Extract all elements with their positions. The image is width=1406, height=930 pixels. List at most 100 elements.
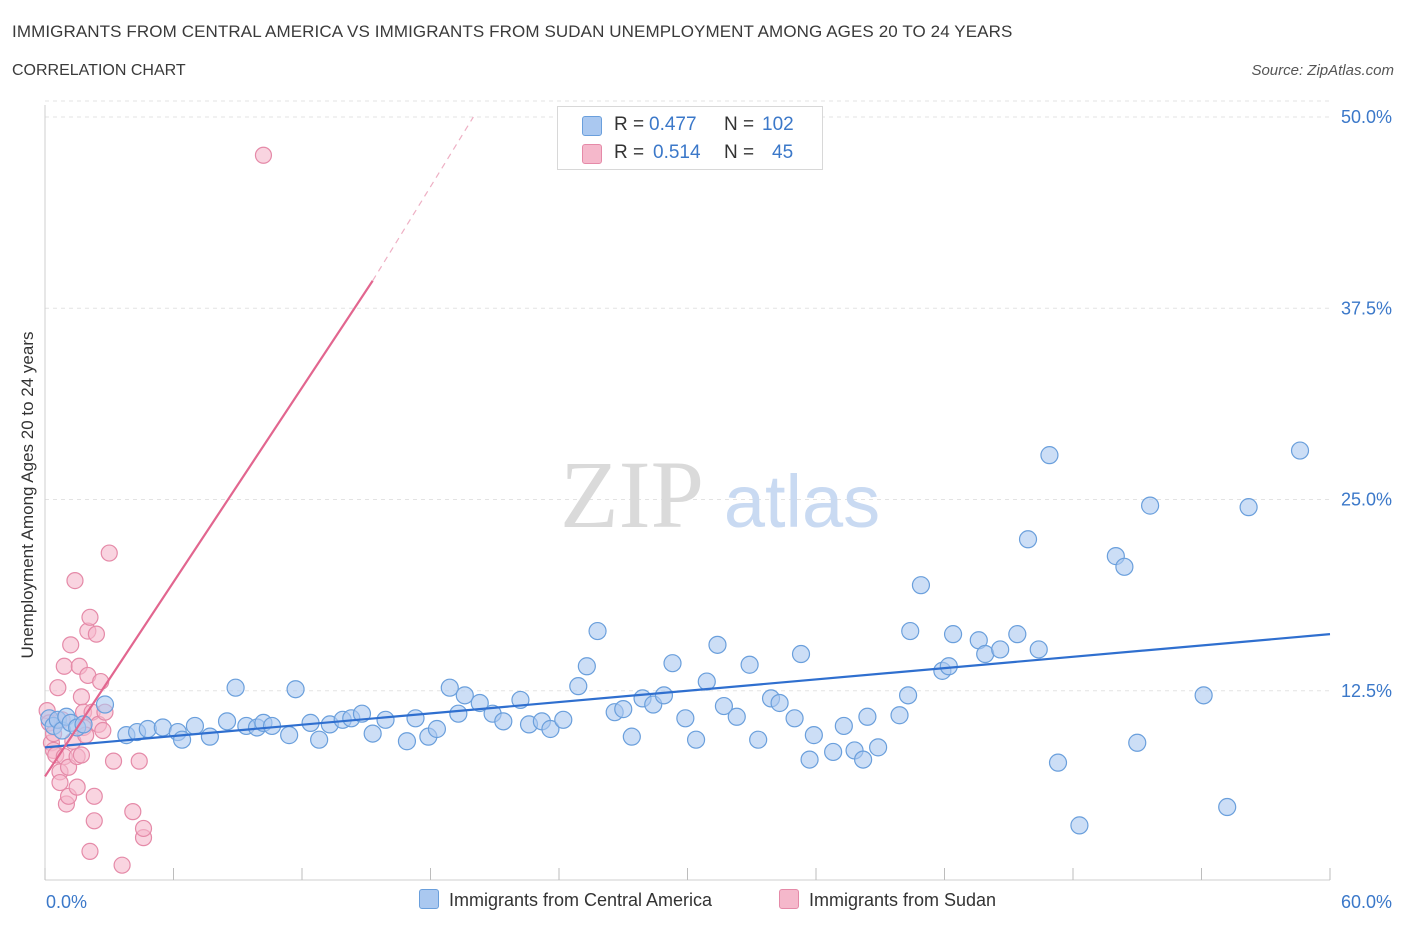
legend-n-label: N = [724, 114, 755, 135]
central-america-point [138, 719, 157, 739]
central-america-point [898, 686, 918, 705]
sudan-point [62, 636, 80, 654]
y-tick-label: 50.0% [1341, 107, 1392, 127]
central-america-point [1290, 441, 1310, 460]
central-america-point [577, 657, 596, 676]
legend-n-value: 45 [772, 142, 794, 163]
central-america-point [1194, 686, 1213, 705]
central-america-point [686, 730, 706, 749]
central-america-point [1115, 557, 1134, 576]
y-axis-label: Unemployment Among Ages 20 to 24 years [18, 331, 37, 659]
central-america-point [200, 727, 220, 746]
watermark-atlas: atlas [724, 460, 880, 543]
y-tick-labels: 12.5% 25.0% 37.5% 50.0% [1341, 107, 1392, 701]
central-america-point [470, 693, 489, 713]
central-america-point [854, 750, 873, 769]
central-america-point [901, 621, 920, 641]
central-america-point [74, 715, 93, 734]
x-tick-label-min: 0.0% [46, 892, 88, 912]
central-america-point [676, 709, 695, 728]
central-america-point [714, 696, 734, 716]
central-america-point [352, 704, 372, 723]
sudan-point [72, 746, 91, 764]
central-america-point [217, 712, 237, 731]
bottom-legend-label-blue: Immigrants from Central America [449, 890, 713, 910]
legend-r-label: R = [614, 142, 645, 163]
watermark: ZIP atlas [560, 441, 880, 548]
sudan-point [85, 812, 103, 830]
sudan-point [113, 856, 131, 874]
legend-n-value: 102 [762, 114, 794, 135]
central-america-point [569, 677, 588, 696]
central-america-point [727, 707, 746, 726]
central-america-point [280, 726, 299, 745]
bottom-legend-central-america: Immigrants from Central America [419, 889, 712, 911]
y-tick-label: 37.5% [1341, 298, 1392, 318]
central-america-point [976, 644, 995, 664]
central-america-point [622, 727, 641, 746]
central-america-point [654, 686, 674, 705]
central-america-point [397, 732, 417, 751]
chart-title: IMMIGRANTS FROM CENTRAL AMERICA VS IMMIG… [12, 22, 1013, 41]
central-america-point [1029, 640, 1048, 659]
legend-r-value: 0.514 [653, 142, 701, 163]
central-america-point [1140, 496, 1160, 515]
sudan-point [254, 146, 273, 164]
central-america-point [749, 730, 768, 749]
central-america-point [614, 700, 633, 719]
central-america-point [834, 716, 853, 736]
bottom-legend-label-pink: Immigrants from Sudan [809, 890, 997, 910]
central-america-point [185, 716, 205, 736]
central-america-point [494, 712, 513, 731]
sudan-point [66, 571, 84, 590]
sudan-point [100, 544, 118, 562]
legend-r-value: 0.477 [649, 114, 697, 135]
trend-line-central-america [44, 633, 1331, 749]
trend-line-sudan [44, 280, 374, 778]
central-america-point [310, 730, 329, 749]
sudan-point [81, 608, 99, 626]
sudan-point [124, 803, 142, 821]
y-tick-label: 12.5% [1341, 681, 1392, 701]
bottom-legend-swatch-blue [419, 889, 439, 909]
central-america-point [588, 621, 607, 641]
legend-row-sudan: R = 0.514 N = 45 [558, 140, 822, 166]
central-america-point [1239, 498, 1258, 517]
central-america-point [791, 644, 811, 664]
sudan-point [55, 657, 73, 675]
sudan-point [92, 672, 110, 691]
central-america-point [95, 695, 115, 714]
central-america-point [800, 750, 819, 769]
source-label: Source: ZipAtlas.com [1251, 62, 1394, 79]
central-america-point [740, 655, 759, 674]
central-america-point [406, 709, 425, 728]
grid-lines [45, 100, 1330, 692]
series-sudan-points [38, 146, 273, 874]
central-america-point [943, 625, 963, 644]
sudan-point [87, 625, 106, 643]
central-america-point [804, 726, 823, 745]
central-america-point [911, 576, 931, 595]
central-america-point [226, 678, 245, 697]
sudan-point [51, 773, 69, 792]
central-america-point [869, 738, 888, 757]
x-tick-label-max: 60.0% [1340, 892, 1392, 912]
sudan-point [72, 688, 91, 706]
central-america-point [554, 710, 573, 729]
sudan-point [134, 819, 153, 838]
legend-n-label: N = [724, 142, 755, 163]
central-america-point [1128, 733, 1147, 752]
central-america-point [785, 709, 804, 728]
central-america-point [440, 678, 459, 697]
sudan-point [81, 842, 99, 861]
central-america-point [1070, 816, 1089, 835]
legend-r-label: R = [614, 114, 645, 135]
central-america-point [1218, 797, 1237, 817]
central-america-point [1048, 753, 1068, 772]
central-america-point [708, 635, 727, 654]
central-america-point [1008, 625, 1027, 644]
central-america-point [890, 706, 909, 725]
central-america-point [153, 718, 172, 737]
correlation-legend: R = 0.477 N = 102 R = 0.514 N = 45 [557, 106, 823, 170]
